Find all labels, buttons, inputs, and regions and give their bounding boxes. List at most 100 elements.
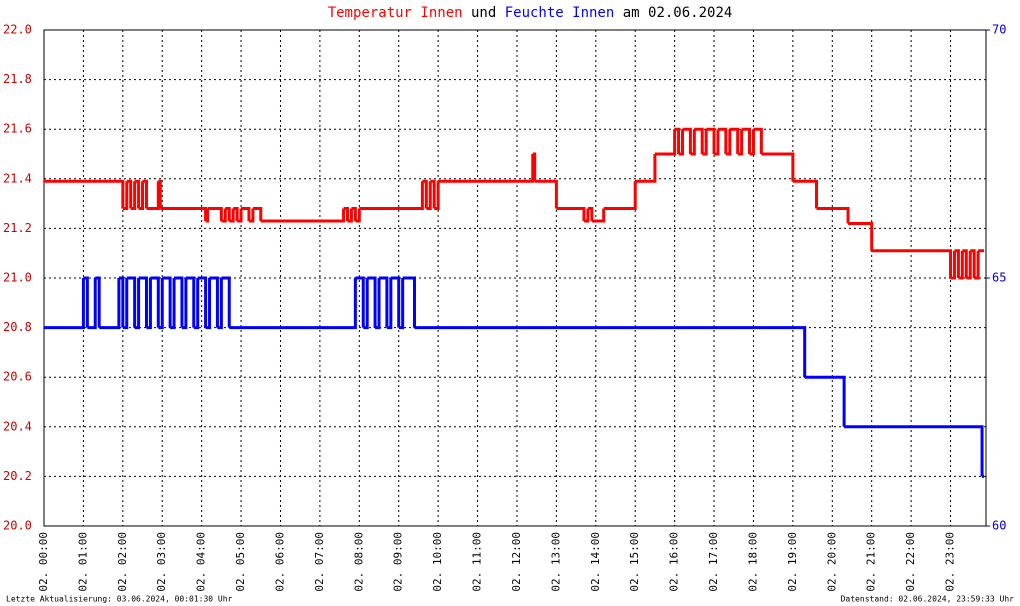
line-step — [414, 326, 807, 378]
line-step — [343, 207, 349, 221]
line-step — [221, 276, 231, 328]
line-step — [532, 152, 537, 182]
line-step — [702, 129, 708, 156]
line-step — [95, 276, 101, 328]
line-step — [706, 127, 716, 154]
y-tick-label: 21.8 — [3, 72, 32, 86]
line-step — [99, 278, 121, 330]
line-step — [207, 207, 223, 221]
line-step — [130, 181, 137, 211]
x-tick-label: 02. 18:00 — [746, 532, 759, 592]
line-step — [438, 154, 535, 183]
line-step — [556, 207, 586, 221]
x-tick-label: 02. 08:00 — [352, 532, 365, 592]
line-step — [351, 207, 357, 221]
line-step — [682, 127, 692, 154]
x-tick-label: 02. 20:00 — [825, 532, 838, 592]
line-step — [434, 181, 440, 211]
line-step — [160, 207, 208, 221]
footer-left: Letzte Aktualisierung: 03.06.2024, 00:01… — [6, 595, 233, 604]
line-step — [792, 179, 819, 209]
x-tick-label: 02. 11:00 — [471, 532, 484, 592]
x-tick-label: 02. 13:00 — [549, 532, 562, 592]
y-tick-label: 21.6 — [3, 122, 32, 136]
line-step — [209, 276, 219, 328]
y-tick-label: 20.0 — [3, 519, 32, 533]
line-step — [248, 208, 255, 223]
line-step — [690, 129, 696, 156]
line-step — [603, 181, 637, 211]
line-step — [122, 278, 129, 330]
line-step — [126, 179, 133, 209]
line-step — [83, 276, 89, 328]
line-step — [146, 181, 160, 211]
y-tick-label: 20.2 — [3, 469, 32, 483]
y2-tick-label: 60 — [992, 519, 1006, 533]
line-step — [205, 278, 212, 330]
x-tick-label: 02. 19:00 — [786, 532, 799, 592]
line-step — [87, 278, 97, 330]
title-part: Feuchte Innen — [505, 5, 615, 21]
line-step — [974, 250, 980, 280]
line-step — [386, 278, 393, 330]
line-step — [181, 278, 188, 330]
line-step — [217, 278, 223, 330]
line-step — [390, 276, 401, 328]
line-step — [426, 181, 432, 211]
line-step — [44, 278, 85, 330]
x-tick-label: 02. 03:00 — [155, 532, 168, 592]
y-tick-label: 21.4 — [3, 171, 32, 185]
plot-frame — [43, 29, 987, 527]
line-step — [363, 278, 369, 330]
line-step — [717, 127, 728, 154]
line-step — [591, 208, 606, 223]
title-part: am 02.06.2024 — [623, 5, 733, 21]
line-step — [150, 276, 160, 328]
line-step — [398, 278, 405, 330]
line-step — [122, 181, 129, 211]
line-step — [193, 278, 200, 330]
line-step — [355, 276, 365, 328]
x-tick-label: 02. 07:00 — [313, 532, 326, 592]
line-step — [583, 208, 590, 223]
line-step — [674, 127, 681, 154]
line-step — [158, 278, 164, 330]
y-tick-label: 22.0 — [3, 23, 32, 37]
x-tick-label: 02. 22:00 — [904, 532, 917, 592]
x-tick-label: 02. 05:00 — [234, 532, 247, 592]
line-step — [138, 181, 145, 211]
title-part: Temperatur Innen — [328, 5, 463, 21]
x-tick-label: 02. 17:00 — [707, 532, 720, 592]
line-step — [158, 179, 162, 209]
line-step — [237, 208, 243, 223]
line-step — [233, 207, 239, 221]
line-step — [430, 179, 436, 209]
line-step — [241, 207, 251, 221]
line-step — [185, 276, 196, 328]
line-step — [229, 208, 235, 223]
y-tick-label: 21.0 — [3, 271, 32, 285]
line-step — [134, 278, 141, 330]
y2-tick-label: 65 — [992, 271, 1006, 285]
line-step — [714, 129, 720, 156]
line-step — [355, 208, 361, 223]
x-tick-label: 02. 02:00 — [116, 532, 129, 592]
line-step — [848, 221, 874, 251]
y-tick-label: 20.8 — [3, 320, 32, 334]
footer-right: Datenstand: 02.06.2024, 23:59:33 Uhr — [841, 595, 1015, 604]
line-step — [966, 250, 972, 280]
x-tick-label: 02. 09:00 — [392, 532, 405, 592]
line-step — [871, 249, 953, 278]
chart-title: Temperatur Innen und Feuchte Innen am 02… — [328, 5, 733, 21]
x-tick-label: 02. 21:00 — [865, 532, 878, 592]
line-step — [678, 129, 685, 156]
line-step — [958, 250, 964, 280]
line-step — [402, 276, 416, 328]
line-step — [138, 276, 148, 328]
x-tick-label: 02. 04:00 — [195, 532, 208, 592]
line-step — [954, 249, 960, 278]
line-step — [367, 276, 377, 328]
line-step — [761, 152, 795, 182]
